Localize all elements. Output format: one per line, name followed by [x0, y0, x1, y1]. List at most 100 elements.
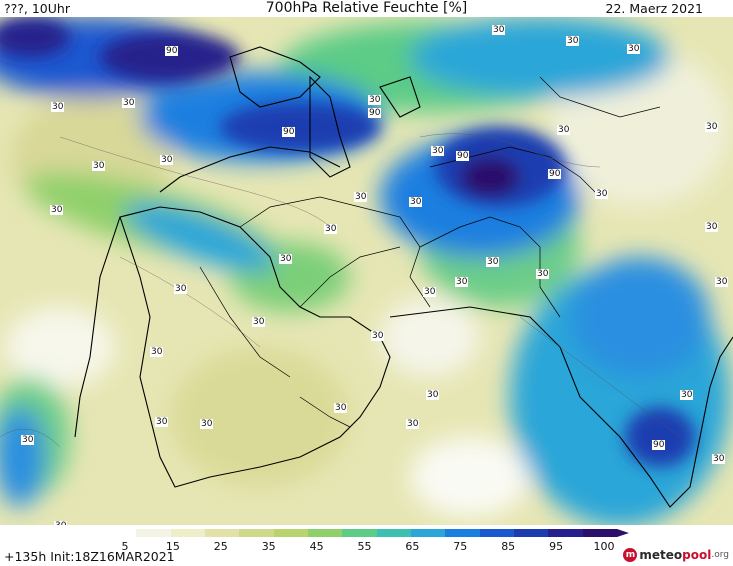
colorbar-ticks: 5 15 25 35 45 55 65 75 85 95 100 [0, 540, 733, 554]
contour-label: 90 [456, 151, 470, 161]
border-line [539, 76, 661, 118]
contour-line [419, 133, 601, 168]
border-line [199, 266, 291, 378]
contour-label: 30 [155, 417, 169, 427]
contour-label: 30 [715, 277, 729, 287]
arabian-peninsula-outline [119, 206, 391, 488]
contour-label: 90 [548, 169, 562, 179]
contour-label: 30 [279, 254, 293, 264]
contour-label: 30 [54, 521, 68, 525]
border-line [299, 246, 401, 308]
colorbar-swatch [410, 529, 446, 537]
contour-label: 90 [368, 108, 382, 118]
contour-line [0, 428, 61, 448]
colorbar-tick-label: 100 [593, 540, 615, 553]
contour-label: 30 [426, 390, 440, 400]
humid-zone [0, 407, 45, 507]
colorbar-tick-label: 5 [121, 540, 129, 553]
legend-area: 5 15 25 35 45 55 65 75 85 95 100 +135h Init:18Z16M… [0, 525, 733, 566]
valid-date-label: 22. Maerz 2021 [605, 1, 703, 16]
brand-pool: pool [682, 548, 712, 562]
saturated-core [460, 157, 520, 197]
dry-patch [5, 307, 115, 387]
humid-zone [410, 17, 670, 97]
contour-label: 30 [51, 102, 65, 112]
colorbar-swatch [445, 529, 480, 537]
saturated-core [625, 407, 695, 467]
colorbar-swatch [102, 529, 137, 537]
saturated-core [0, 17, 70, 57]
contour-label: 30 [536, 269, 550, 279]
contour-label: 30 [368, 95, 382, 105]
contour-label: 30 [712, 454, 726, 464]
contour-label: 30 [200, 419, 214, 429]
humid-zone [124, 202, 276, 272]
saturated-core [220, 102, 380, 152]
colorbar-max-arrow [617, 529, 629, 537]
colorbar-tick-label: 75 [453, 540, 468, 553]
contour-label: 30 [486, 257, 500, 267]
colorbar-swatch [513, 529, 549, 537]
contour-label: 30 [566, 36, 580, 46]
colorbar-swatch [273, 529, 308, 537]
colorbar-tick-label: 45 [309, 540, 324, 553]
colorbar-swatch [548, 529, 583, 537]
contour-label: 30 [160, 155, 174, 165]
contour-label: 30 [324, 224, 338, 234]
contour-label: 30 [150, 347, 164, 357]
colorbar-tick-label: 65 [405, 540, 420, 553]
contour-label: 30 [92, 161, 106, 171]
map-title: 700hPa Relative Feuchte [%] [265, 0, 468, 16]
contour-label: 30 [680, 390, 694, 400]
dry-patch [380, 297, 480, 377]
colorbar-swatch [376, 529, 411, 537]
forecast-run-label: +135h Init:18Z16MAR2021 [4, 549, 175, 564]
contour-label: 30 [174, 284, 188, 294]
contour-line [119, 256, 261, 348]
contour-label: 30 [431, 146, 445, 156]
contour-label: 30 [354, 192, 368, 202]
contour-label: 30 [122, 98, 136, 108]
humidity-map: 90 90 90 90 90 90 30 30 30 30 30 30 30 3… [0, 17, 733, 525]
border-line [299, 396, 351, 428]
colorbar-tick-label: 15 [165, 540, 180, 553]
humidity-field [0, 17, 733, 525]
contour-label: 90 [165, 46, 179, 56]
colorbar-swatch [342, 529, 377, 537]
red-sea-west-coast [74, 216, 121, 438]
contour-label: 30 [252, 317, 266, 327]
contour-label: 30 [50, 205, 64, 215]
contour-lines [0, 133, 681, 448]
aral-sea-outline [379, 76, 421, 118]
colorbar-tick-label: 85 [501, 540, 516, 553]
border-line [419, 216, 561, 318]
contour-label: 30 [406, 419, 420, 429]
colorbar-swatch [479, 529, 514, 537]
contour-line [519, 316, 681, 438]
contour-label: 30 [409, 197, 423, 207]
colorbar-tick-label: 55 [357, 540, 372, 553]
coastlines [74, 46, 733, 508]
contour-label: 90 [282, 127, 296, 137]
india-east-coast [709, 336, 733, 388]
colorbar-tick-label: 35 [261, 540, 276, 553]
contour-label: 30 [334, 403, 348, 413]
colorbar-swatch [582, 529, 617, 537]
contour-label: 30 [705, 222, 719, 232]
colorbar-tick-label: 25 [213, 540, 228, 553]
colorbar-swatch [307, 529, 343, 537]
contour-label: 30 [492, 25, 506, 35]
saturated-core [100, 32, 240, 82]
india-west-coast [389, 306, 711, 508]
contour-label: 30 [423, 287, 437, 297]
dry-patch [170, 347, 350, 487]
contour-line [59, 136, 331, 228]
map-header: ???, 10Uhr 700hPa Relative Feuchte [%] 2… [0, 0, 733, 17]
contour-label: 30 [455, 277, 469, 287]
meteopool-logo[interactable]: m meteo pool .org [623, 546, 729, 564]
levant-coast [159, 146, 341, 193]
contour-label: 30 [705, 122, 719, 132]
brand-meteo: meteo [639, 548, 683, 562]
contour-label: 30 [627, 44, 641, 54]
meteopool-icon: m [623, 548, 638, 562]
